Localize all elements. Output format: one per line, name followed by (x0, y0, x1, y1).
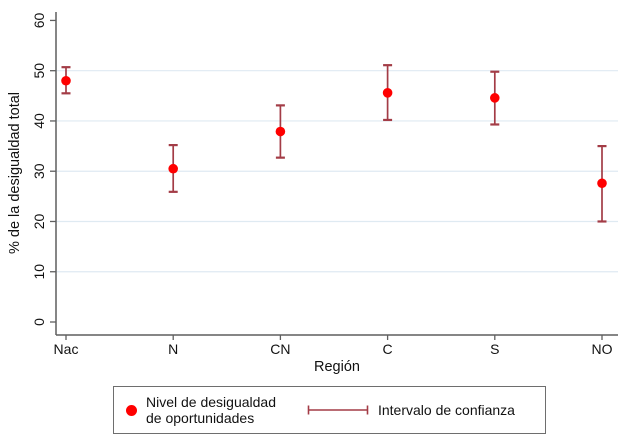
y-axis-ticks: 0 10 20 30 40 50 60 (31, 12, 56, 326)
legend-series1-label: Nivel de desigualdad de oportunidades (146, 394, 276, 426)
legend: Nivel de desigualdad de oportunidades In… (113, 386, 546, 434)
axes (55, 12, 618, 336)
y-tick-label: 10 (31, 264, 47, 280)
x-tick-label: S (490, 341, 499, 357)
x-tick-label: NO (592, 341, 613, 357)
data-point-dot (61, 75, 71, 86)
data-point-dot (490, 93, 500, 103)
gridlines (56, 70, 618, 273)
data-points (61, 64, 607, 223)
y-tick-label: 30 (31, 163, 47, 179)
x-tick-label: C (383, 341, 393, 357)
y-tick-label: 0 (31, 318, 47, 326)
x-axis-ticks: Nac N CN C S NO (54, 335, 613, 357)
legend-ci-symbol-icon (307, 405, 369, 415)
legend-series1-line1: Nivel de desigualdad (146, 393, 276, 410)
y-tick-label: 50 (31, 63, 47, 79)
y-tick-label: 20 (31, 213, 47, 229)
data-point-dot (168, 163, 178, 174)
y-axis-title: % de la desigualdad total (7, 91, 24, 255)
data-point-dot (382, 88, 393, 98)
legend-series2-label: Intervalo de confianza (377, 402, 515, 418)
y-tick-label: 60 (31, 12, 47, 28)
y-axis-title-wrap: % de la desigualdad total (0, 10, 30, 336)
data-point-dot (597, 178, 607, 189)
x-axis-title: Región (314, 359, 360, 375)
x-tick-label: CN (270, 341, 290, 357)
x-tick-label: N (168, 341, 178, 357)
legend-series1-line2: de oportunidades (146, 410, 255, 426)
x-tick-label: Nac (54, 341, 79, 357)
legend-point-marker-icon (126, 404, 137, 416)
data-point-dot (275, 126, 286, 137)
y-tick-label: 40 (31, 113, 47, 129)
